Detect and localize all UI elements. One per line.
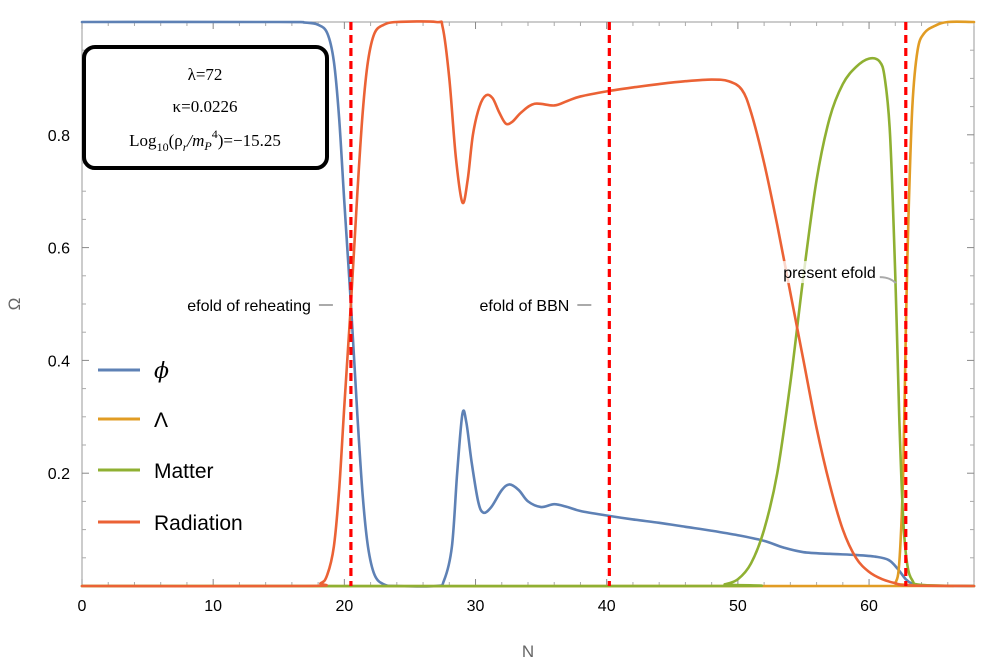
annotation-reheating: efold of reheating bbox=[187, 298, 311, 315]
x-tick-label: 40 bbox=[598, 598, 616, 615]
x-tick-label: 60 bbox=[860, 598, 878, 615]
x-tick-label: 10 bbox=[204, 598, 222, 615]
y-axis-title: Ω bbox=[5, 298, 24, 311]
log-mp: /m bbox=[186, 131, 204, 150]
parameter-lambda: λ=72 bbox=[188, 65, 223, 84]
series-line-radiation bbox=[80, 20, 976, 588]
parameter-box: λ=72 κ=0.0226 Log10(ρr/mP4)=−15.25 bbox=[82, 45, 329, 170]
log-rho: (ρ bbox=[169, 131, 183, 150]
annotation-connector-present bbox=[879, 276, 897, 284]
log-prefix: Log bbox=[129, 131, 157, 150]
legend-label-lambda: Λ bbox=[154, 409, 168, 432]
series-line-phi bbox=[80, 20, 976, 588]
x-axis-title: N bbox=[522, 642, 534, 661]
parameter-kappa: κ=0.0226 bbox=[173, 97, 238, 116]
legend-label-phi: ϕ bbox=[154, 359, 169, 384]
x-tick-label: 20 bbox=[335, 598, 353, 615]
y-tick-label: 0.8 bbox=[48, 128, 70, 145]
annotation-present: present efold bbox=[783, 265, 876, 282]
log-base: 10 bbox=[157, 140, 169, 154]
y-tick-label: 0.6 bbox=[48, 241, 70, 258]
log-mp-sup: 4 bbox=[212, 127, 218, 141]
axis-ticks: 0 10 20 30 40 50 60 0.2 0.4 0.6 0.8 bbox=[48, 22, 975, 615]
log-rho-sub: r bbox=[183, 140, 188, 154]
series-line-matter bbox=[80, 56, 976, 588]
x-tick-label: 30 bbox=[467, 598, 485, 615]
y-tick-label: 0.2 bbox=[48, 466, 70, 483]
vertical-markers: efold of reheating efold of BBN present ef… bbox=[187, 22, 908, 586]
parameter-log-density: Log10(ρr/mP4)=−15.25 bbox=[129, 127, 281, 154]
annotation-background-present bbox=[743, 261, 878, 284]
legend-label-radiation: Radiation bbox=[154, 512, 243, 535]
legend: ϕ Λ Matter Radiation bbox=[98, 359, 243, 535]
legend-label-matter: Matter bbox=[154, 460, 214, 483]
annotation-bbn: efold of BBN bbox=[480, 298, 570, 315]
series-lines bbox=[80, 20, 976, 588]
parameter-box-frame bbox=[82, 45, 329, 170]
x-tick-label: 50 bbox=[729, 598, 747, 615]
log-suffix: )=−15.25 bbox=[218, 131, 281, 150]
y-tick-label: 0.4 bbox=[48, 353, 70, 370]
log-mp-sub: P bbox=[203, 139, 212, 153]
x-tick-label: 0 bbox=[78, 598, 87, 615]
